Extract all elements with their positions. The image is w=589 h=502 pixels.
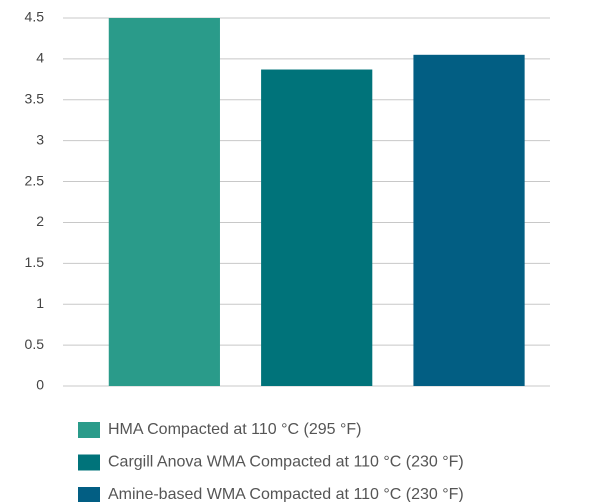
y-tick-label: 3 xyxy=(36,131,44,147)
y-tick-label: 0.5 xyxy=(25,336,45,352)
y-tick-label: 2.5 xyxy=(25,172,45,188)
bar xyxy=(108,18,220,386)
bar xyxy=(261,69,373,387)
legend-swatch xyxy=(78,422,100,438)
y-tick-label: 0 xyxy=(36,377,44,393)
legend-label: HMA Compacted at 110 °C (295 °F) xyxy=(108,421,362,438)
legend-label: Amine-based WMA Compacted at 110 °C (230… xyxy=(108,486,464,502)
legend-swatch xyxy=(78,487,100,502)
legend-label: Cargill Anova WMA Compacted at 110 °C (2… xyxy=(108,454,464,471)
y-tick-label: 1.5 xyxy=(25,254,45,270)
y-tick-label: 4 xyxy=(36,50,44,66)
y-tick-label: 2 xyxy=(36,213,44,229)
bar xyxy=(413,54,525,387)
legend-swatch xyxy=(78,454,100,471)
y-tick-label: 4.5 xyxy=(25,9,45,25)
y-tick-label: 3.5 xyxy=(25,90,45,106)
y-tick-label: 1 xyxy=(36,295,44,311)
